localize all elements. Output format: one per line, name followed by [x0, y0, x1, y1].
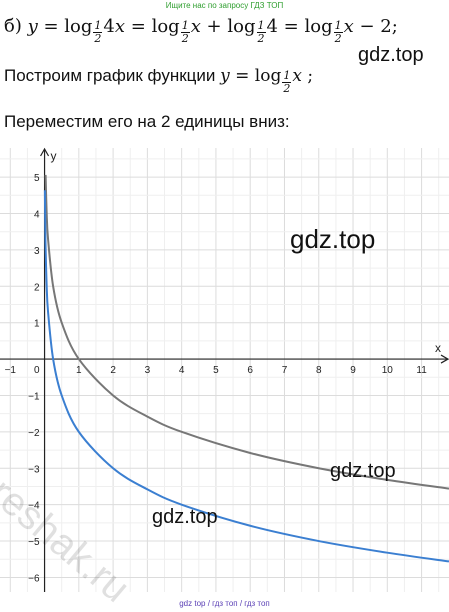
x-axis-label: x: [435, 341, 441, 355]
x-tick-label: −1: [5, 365, 17, 376]
footer-note: gdz top / гдз топ / гдз топ: [0, 599, 449, 608]
origin-label: 0: [34, 365, 40, 376]
x-tick-label: 4: [179, 365, 185, 376]
x-tick-label: 7: [282, 365, 288, 376]
x-tick-label: 10: [382, 365, 394, 376]
x-tick-label: 2: [110, 365, 116, 376]
watermark: gdz.top: [290, 224, 375, 255]
y-tick-label: −2: [28, 428, 40, 439]
y-tick-label: 1: [34, 319, 40, 330]
y-tick-label: −1: [28, 391, 40, 402]
x-tick-label: 9: [350, 365, 356, 376]
x-tick-label: 8: [316, 365, 322, 376]
x-tick-label: 3: [145, 365, 151, 376]
y-tick-label: 4: [34, 210, 40, 221]
curve-log-half-x: [46, 175, 449, 489]
y-tick-label: 5: [34, 173, 40, 184]
x-tick-label: 5: [213, 365, 219, 376]
watermark: gdz.top: [358, 44, 424, 67]
watermark: gdz.top: [330, 460, 396, 483]
y-tick-label: −6: [28, 573, 40, 584]
y-axis-label: y: [51, 149, 57, 163]
y-tick-label: 2: [34, 282, 40, 293]
x-tick-label: 1: [76, 365, 82, 376]
y-tick-label: −3: [28, 464, 40, 475]
x-tick-label: 11: [416, 365, 427, 376]
watermark: gdz.top: [152, 506, 218, 529]
x-tick-label: 6: [247, 365, 253, 376]
y-tick-label: 3: [34, 246, 40, 257]
